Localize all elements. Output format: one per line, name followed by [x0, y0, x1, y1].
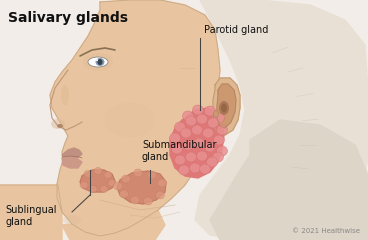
Ellipse shape [180, 128, 191, 138]
Ellipse shape [105, 102, 155, 138]
Ellipse shape [199, 164, 210, 174]
Ellipse shape [197, 114, 208, 124]
Text: © 2021 Healthwise: © 2021 Healthwise [292, 228, 360, 234]
Ellipse shape [174, 122, 185, 132]
Ellipse shape [156, 191, 164, 199]
Ellipse shape [219, 101, 229, 115]
Text: Sublingual
gland: Sublingual gland [5, 205, 57, 228]
Polygon shape [62, 157, 82, 168]
Ellipse shape [206, 157, 217, 167]
Ellipse shape [171, 144, 183, 154]
Ellipse shape [100, 186, 108, 192]
Ellipse shape [89, 186, 97, 192]
Polygon shape [50, 0, 220, 236]
Ellipse shape [183, 111, 194, 121]
Ellipse shape [216, 146, 227, 156]
Ellipse shape [191, 125, 202, 135]
Ellipse shape [98, 59, 103, 65]
Ellipse shape [205, 142, 216, 152]
Ellipse shape [144, 197, 152, 205]
Polygon shape [62, 210, 165, 240]
Polygon shape [213, 78, 240, 135]
Ellipse shape [120, 190, 128, 198]
Ellipse shape [96, 58, 105, 66]
Ellipse shape [104, 172, 112, 179]
Text: Salivary glands: Salivary glands [8, 11, 128, 25]
Ellipse shape [158, 179, 166, 187]
Ellipse shape [208, 118, 219, 128]
Ellipse shape [213, 110, 219, 118]
Ellipse shape [94, 168, 102, 174]
Ellipse shape [148, 171, 156, 179]
Ellipse shape [205, 106, 216, 116]
Ellipse shape [80, 181, 88, 188]
Ellipse shape [134, 169, 142, 177]
Ellipse shape [174, 155, 185, 165]
Ellipse shape [61, 85, 69, 105]
Ellipse shape [83, 53, 113, 71]
Polygon shape [62, 148, 82, 158]
Ellipse shape [96, 59, 98, 61]
Ellipse shape [51, 119, 65, 129]
Ellipse shape [63, 215, 81, 225]
Ellipse shape [212, 152, 223, 162]
Ellipse shape [131, 196, 139, 204]
Polygon shape [170, 108, 224, 178]
Ellipse shape [190, 163, 201, 173]
Ellipse shape [213, 135, 224, 145]
Ellipse shape [113, 182, 123, 190]
Ellipse shape [170, 133, 180, 143]
Ellipse shape [121, 175, 131, 183]
Ellipse shape [88, 57, 108, 67]
Polygon shape [80, 170, 115, 192]
Ellipse shape [183, 140, 194, 150]
Polygon shape [210, 120, 368, 240]
Ellipse shape [192, 105, 204, 115]
Ellipse shape [185, 152, 197, 162]
Ellipse shape [108, 180, 116, 186]
Polygon shape [117, 171, 166, 204]
Ellipse shape [185, 116, 197, 126]
Ellipse shape [178, 165, 190, 175]
Text: Parotid gland: Parotid gland [204, 25, 268, 35]
Ellipse shape [57, 124, 63, 128]
Polygon shape [0, 185, 62, 240]
Ellipse shape [197, 151, 208, 161]
Polygon shape [195, 0, 368, 240]
Ellipse shape [216, 125, 227, 135]
Ellipse shape [213, 113, 224, 123]
Text: Submandibular
gland: Submandibular gland [142, 140, 216, 162]
Ellipse shape [194, 138, 205, 148]
Ellipse shape [84, 170, 92, 178]
Ellipse shape [202, 128, 213, 138]
Polygon shape [217, 84, 236, 128]
Ellipse shape [221, 103, 227, 113]
